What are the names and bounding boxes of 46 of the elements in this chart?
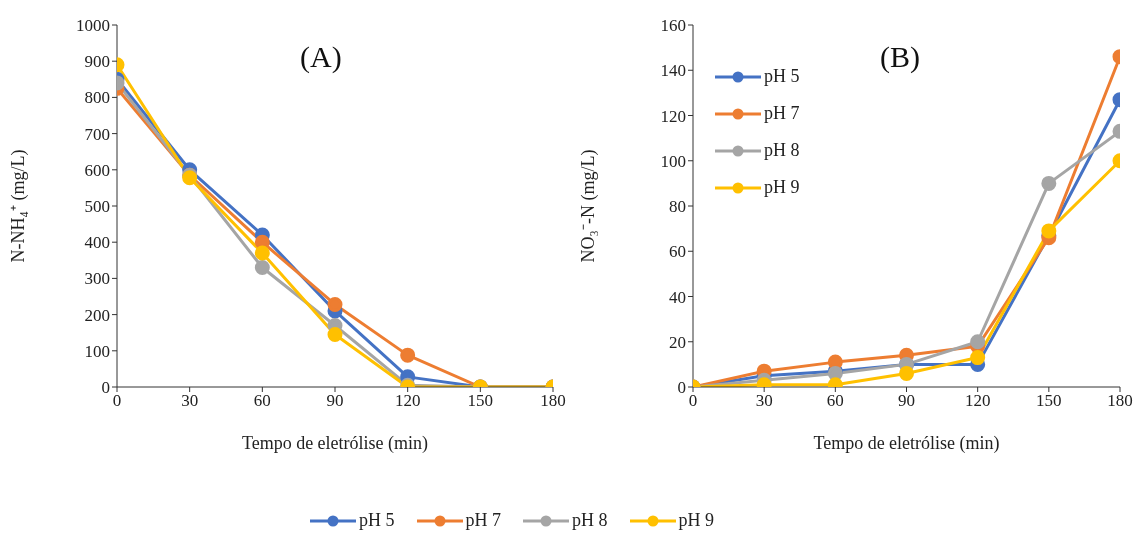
y-tick-label: 900: [84, 52, 110, 72]
x-tick-label: 150: [1036, 391, 1062, 411]
x-tick-label: 90: [326, 391, 344, 411]
y-tick-label: 1000: [76, 16, 110, 36]
y-tick-label: 140: [660, 61, 686, 81]
y-tick-label: 100: [84, 341, 110, 361]
y-tick-label: 100: [660, 151, 686, 171]
legend-label: pH 8: [572, 510, 608, 531]
y-tick-label: 600: [84, 160, 110, 180]
text: (B): [880, 40, 920, 74]
y-axis-title: N-NH₄⁺ (mg/L): [8, 149, 30, 263]
legend-label: pH 9: [764, 177, 800, 198]
y-tick-label: 80: [669, 197, 686, 217]
x-tick-label: 150: [467, 391, 494, 411]
text: (A): [300, 40, 342, 74]
y-tick-label: 60: [669, 242, 686, 262]
x-tick-label: 180: [540, 391, 566, 411]
y-tick-label: 800: [84, 88, 110, 108]
y-tick-label: 0: [677, 378, 686, 398]
x-tick-label: 120: [394, 391, 421, 411]
x-tick-label: 120: [964, 391, 991, 411]
x-tick-label: 30: [755, 391, 773, 411]
x-tick-label: 30: [181, 391, 199, 411]
legend-label: pH 5: [359, 510, 395, 531]
x-tick-label: 60: [253, 391, 271, 411]
y-tick-label: 400: [84, 233, 110, 253]
legend-label: pH 5: [764, 66, 800, 87]
legend-label: pH 9: [678, 510, 714, 531]
y-tick-label: 500: [84, 197, 110, 217]
y-tick-label: 20: [669, 332, 686, 352]
legend-label: pH 7: [465, 510, 501, 531]
y-tick-label: 700: [84, 124, 110, 144]
legend-label: pH 8: [764, 140, 800, 161]
x-axis-title: Tempo de eletrólise (min): [813, 433, 1000, 454]
legend-label: pH 7: [764, 103, 800, 124]
x-tick-label: 60: [826, 391, 844, 411]
y-tick-label: 120: [660, 106, 686, 126]
y-tick-label: 200: [84, 305, 110, 325]
y-tick-label: 0: [101, 378, 110, 398]
y-tick-label: 300: [84, 269, 110, 289]
x-tick-label: 90: [898, 391, 915, 411]
y-tick-label: 40: [669, 287, 686, 307]
x-tick-label: 180: [1107, 391, 1133, 411]
y-axis-title: NO₃⁻-N (mg/L): [578, 149, 600, 263]
y-tick-label: 160: [660, 16, 686, 36]
x-axis-title: Tempo de eletrólise (min): [241, 433, 429, 454]
